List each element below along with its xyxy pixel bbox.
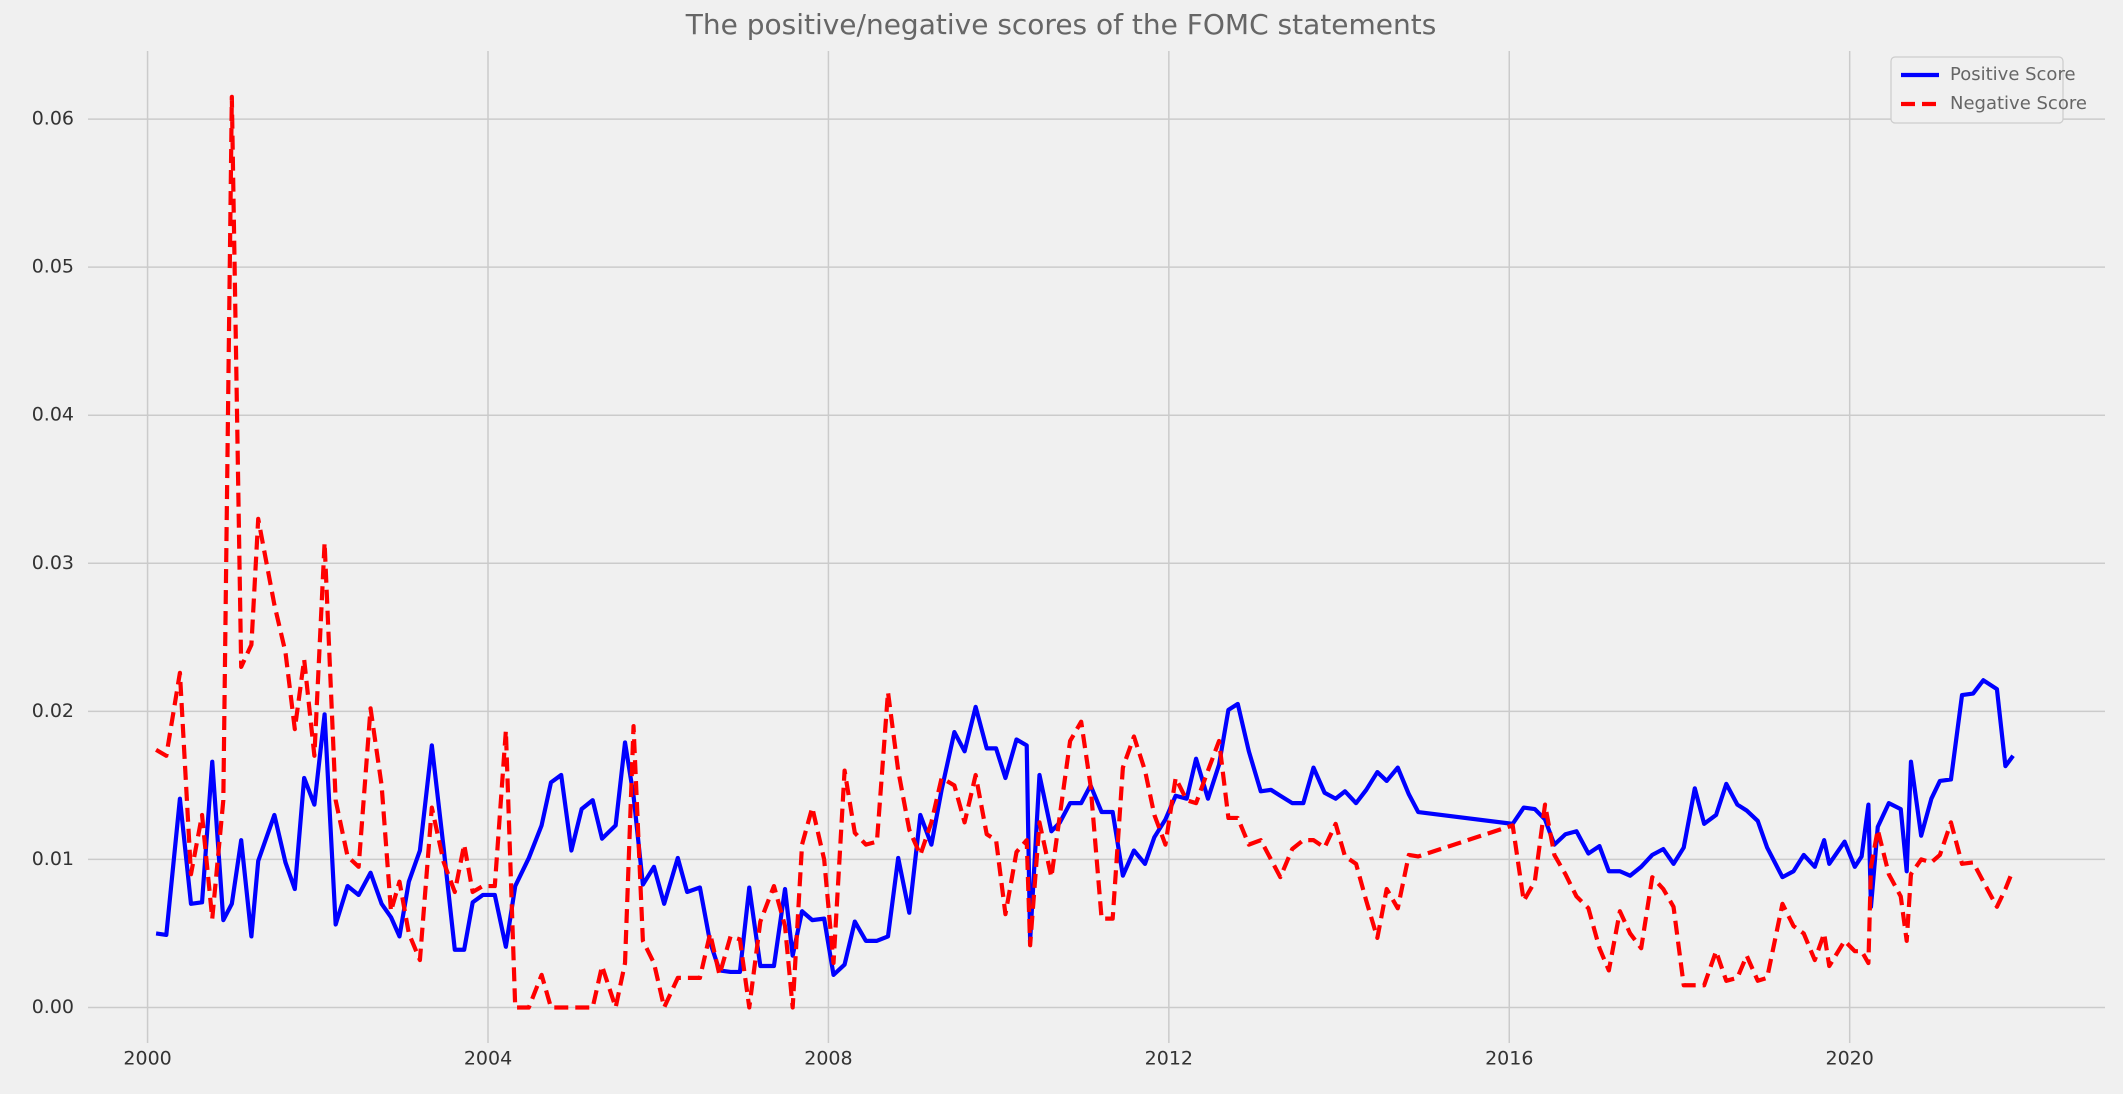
y-tick-label: 0.04 xyxy=(32,404,74,426)
x-tick-label: 2016 xyxy=(1485,1048,1533,1070)
x-tick-label: 2020 xyxy=(1826,1048,1874,1070)
y-tick-label: 0.06 xyxy=(32,108,74,130)
y-tick-label: 0.03 xyxy=(32,552,74,574)
x-tick-label: 2004 xyxy=(464,1048,512,1070)
x-tick-label: 2008 xyxy=(804,1048,852,1070)
chart-title: The positive/negative scores of the FOMC… xyxy=(685,8,1437,41)
x-tick-label: 2012 xyxy=(1145,1048,1193,1070)
series-line xyxy=(155,94,2016,1010)
legend: Positive Score Negative Score xyxy=(1890,56,2087,124)
legend-label: Negative Score xyxy=(1950,93,2087,114)
y-tick-label: 0.00 xyxy=(32,996,74,1018)
x-tick-label: 2000 xyxy=(123,1048,171,1070)
legend-label: Positive Score xyxy=(1950,64,2076,85)
y-tick-label: 0.01 xyxy=(32,848,74,870)
series-line xyxy=(155,678,2015,977)
y-tick-label: 0.02 xyxy=(32,700,74,722)
y-tick-label: 0.05 xyxy=(32,256,74,278)
